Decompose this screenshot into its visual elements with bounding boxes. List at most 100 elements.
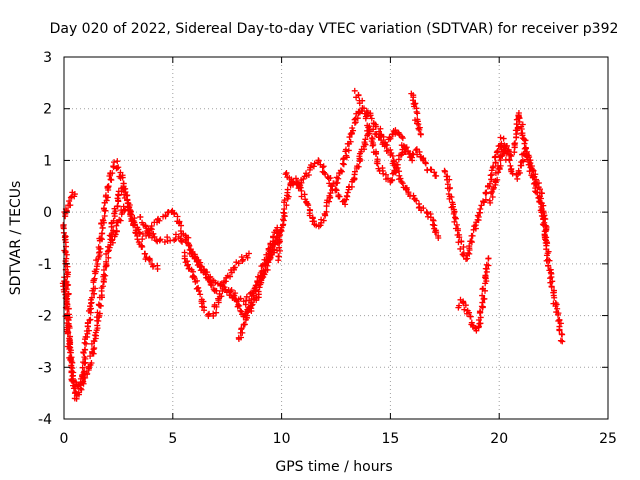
data-point [327, 174, 334, 181]
data-point [240, 313, 247, 320]
data-point [456, 302, 463, 309]
data-point [189, 250, 196, 257]
data-point [343, 154, 350, 161]
data-points [59, 87, 566, 402]
data-point [110, 217, 117, 224]
data-point [458, 238, 465, 245]
data-point [187, 246, 194, 253]
data-point [207, 273, 214, 280]
data-point [90, 285, 97, 292]
data-point [494, 147, 501, 154]
data-point [63, 207, 70, 214]
data-point [105, 183, 112, 190]
data-point [481, 295, 488, 302]
data-point [263, 257, 270, 264]
data-point [320, 217, 327, 224]
data-point [482, 272, 489, 279]
data-point [543, 224, 550, 231]
data-point [261, 271, 268, 278]
data-point [148, 222, 155, 229]
series-track-d [108, 203, 252, 294]
data-point [96, 235, 103, 242]
data-point [231, 264, 238, 271]
data-point [342, 146, 349, 153]
data-point [227, 288, 234, 295]
data-point [240, 256, 247, 263]
data-point [516, 118, 523, 125]
x-tick-label: 15 [381, 431, 399, 447]
data-point [557, 320, 564, 327]
data-point [477, 314, 484, 321]
data-point [90, 346, 97, 353]
data-point [433, 172, 440, 179]
data-point [108, 177, 115, 184]
data-point [547, 279, 554, 286]
data-point [544, 250, 551, 257]
data-point [315, 157, 322, 164]
data-point [131, 215, 138, 222]
series-track-f [181, 224, 285, 320]
data-point [335, 175, 342, 182]
data-point [345, 147, 352, 154]
data-point [326, 198, 333, 205]
data-point [112, 208, 119, 215]
data-point [213, 287, 220, 294]
data-point [156, 217, 163, 224]
data-point [543, 246, 550, 253]
data-point [347, 138, 354, 145]
data-point [202, 271, 209, 278]
data-point [387, 135, 394, 142]
data-point [329, 183, 336, 190]
data-point [486, 180, 493, 187]
data-point [537, 207, 544, 214]
data-point [213, 303, 220, 310]
series-track-k [408, 90, 424, 138]
data-point [139, 230, 146, 237]
data-point [298, 187, 305, 194]
series-track-c [59, 183, 161, 390]
data-point [457, 245, 464, 252]
y-tick-label: -1 [38, 257, 52, 273]
data-point [422, 160, 429, 167]
data-point [488, 167, 495, 174]
data-point [412, 147, 419, 154]
data-point [450, 210, 457, 217]
data-point [482, 196, 489, 203]
data-point [399, 135, 406, 142]
data-point [84, 320, 91, 327]
data-point [195, 284, 202, 291]
data-point [185, 261, 192, 268]
data-point [88, 359, 95, 366]
data-point [480, 285, 487, 292]
data-point [355, 92, 362, 99]
data-point [490, 186, 497, 193]
x-tick-label: 0 [60, 431, 69, 447]
data-point [355, 163, 362, 170]
data-point [361, 139, 368, 146]
data-point [466, 243, 473, 250]
data-point [250, 296, 257, 303]
data-point [336, 193, 343, 200]
data-point [142, 250, 149, 257]
data-point [456, 234, 463, 241]
x-tick-label: 10 [273, 431, 291, 447]
data-point [497, 152, 504, 159]
data-point [227, 273, 234, 280]
data-point [256, 284, 263, 291]
y-tick-label: 0 [43, 205, 52, 221]
data-point [486, 197, 493, 204]
data-point [452, 215, 459, 222]
data-point [100, 205, 107, 212]
data-point [142, 222, 149, 229]
data-point [94, 309, 101, 316]
data-point [281, 197, 288, 204]
data-point [139, 236, 146, 243]
x-tick-label: 5 [168, 431, 177, 447]
data-point [538, 190, 545, 197]
data-point [478, 202, 485, 209]
data-point [482, 190, 489, 197]
data-point [164, 234, 171, 241]
data-point [479, 292, 486, 299]
data-point [428, 166, 435, 173]
